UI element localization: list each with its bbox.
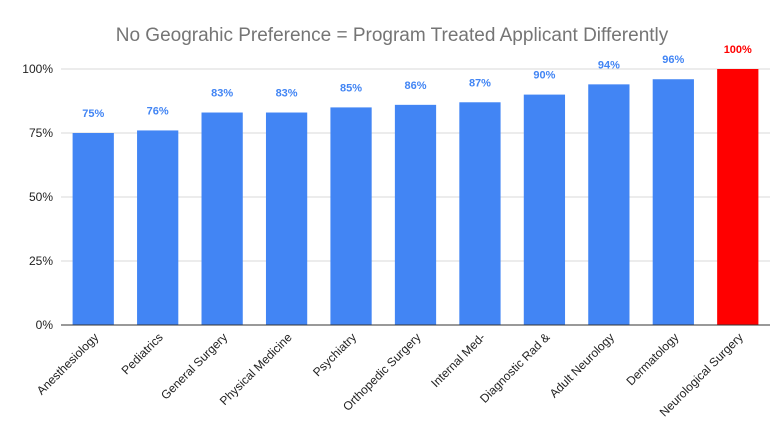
data-label: 96% [662,54,684,66]
bar [265,112,308,326]
x-tick-label: Dermatology [623,330,681,388]
y-tick-label: 25% [29,254,53,268]
bar [652,79,694,326]
bar [72,133,114,325]
data-labels: 75% 76% 83% 83% 85% 86% 87% 90% 94% 96% 100% [82,44,752,120]
data-label: 83% [276,88,298,100]
bar [137,130,179,325]
x-tick-label: Psychiatry [310,330,359,379]
bar [717,69,759,325]
x-tick-label: Diagnostic Rad & [477,330,552,405]
data-label: 76% [147,105,169,117]
y-tick-label: 50% [29,190,53,204]
data-label: 90% [533,70,555,82]
y-tick-label: 75% [29,126,53,140]
data-label: 100% [724,44,752,56]
data-label: 75% [82,108,104,120]
x-tick-label: General Surgery [158,330,230,402]
x-tick-label: Pediatrics [119,330,166,377]
bar [394,104,437,325]
data-label: 83% [211,88,233,100]
data-label: 87% [469,77,491,89]
chart-title: No Geograhic Preference = Program Treate… [116,25,669,46]
data-label: 86% [404,80,426,92]
bars [72,69,759,326]
bar [201,112,243,326]
bar [523,94,566,325]
bar [588,84,630,325]
bar [459,102,501,325]
y-axis-ticks: 0% 25% 50% 75% 100% [22,62,53,332]
data-label: 94% [598,59,620,71]
x-tick-label: Adult Neurology [547,330,617,400]
y-tick-label: 100% [22,62,53,76]
data-label: 85% [340,82,362,94]
bar [330,107,372,326]
x-tick-label: Internal Med- [428,330,488,390]
y-tick-label: 0% [36,318,54,332]
x-tick-label: Anesthesiology [34,330,101,397]
